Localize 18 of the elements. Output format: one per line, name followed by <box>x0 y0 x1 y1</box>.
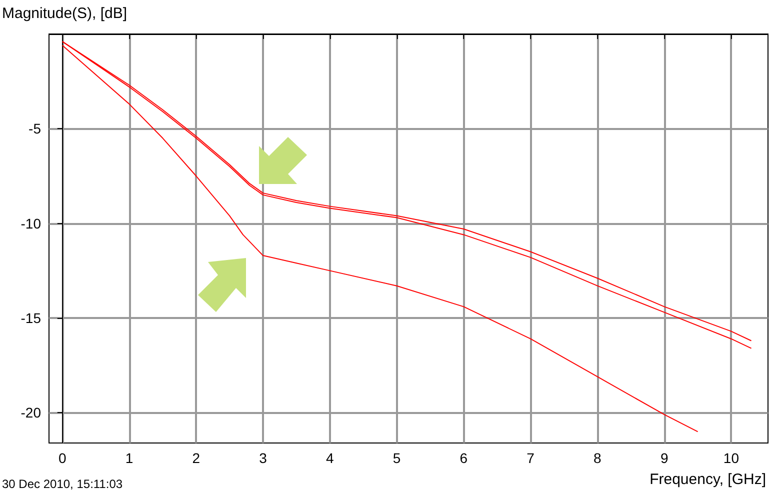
x-tick-label: 4 <box>326 450 334 466</box>
x-tick-label: 6 <box>460 450 468 466</box>
x-tick-label: 8 <box>594 450 602 466</box>
y-tick-label: -5 <box>28 120 42 137</box>
x-tick-label: 0 <box>58 450 66 466</box>
x-tick-label: 3 <box>259 450 268 466</box>
y-tick-label: -20 <box>20 404 42 421</box>
x-tick-label: 2 <box>192 450 200 466</box>
x-tick-label: 7 <box>526 450 535 466</box>
x-axis-title: Frequency, [GHz] <box>650 471 766 488</box>
x-tick-label: 1 <box>125 450 134 466</box>
y-axis-title: Magnitude(S), [dB] <box>2 5 128 22</box>
x-tick-label: 10 <box>723 450 740 466</box>
x-tick-label: 9 <box>660 450 668 466</box>
y-tick-label: -10 <box>20 215 42 232</box>
y-tick-label: -15 <box>20 310 42 326</box>
x-tick-label: 5 <box>392 450 401 466</box>
text: 30 Dec 2010, 15:11:03 <box>2 477 123 491</box>
